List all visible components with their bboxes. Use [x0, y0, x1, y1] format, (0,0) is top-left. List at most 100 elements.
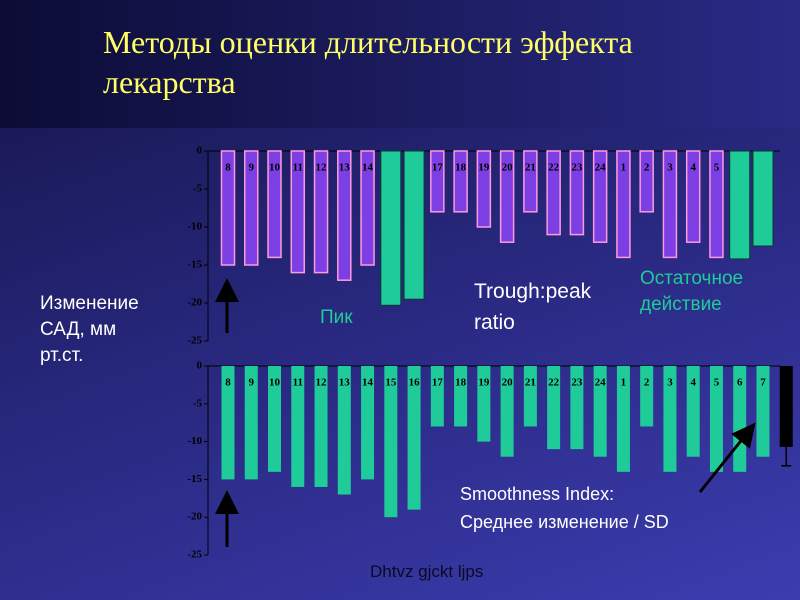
x-tick-label: 16 [409, 377, 421, 389]
x-tick-label: 10 [269, 162, 281, 174]
y-tick-label: -5 [193, 183, 203, 195]
bar [313, 150, 329, 274]
y-tick-label: -25 [187, 335, 202, 347]
bar [686, 366, 700, 457]
x-tick-label: 18 [455, 162, 467, 174]
x-tick-label: 17 [432, 162, 444, 174]
x-tick-label: 4 [690, 377, 696, 389]
bar [546, 150, 561, 236]
smoothness-line: Среднее изменение / SD [460, 512, 669, 532]
x-tick-label: 8 [225, 377, 231, 389]
y-label-line: рт.ст. [40, 345, 84, 366]
y-label: Изменение САД, мм рт.ст. [40, 291, 139, 369]
arrow [698, 422, 756, 493]
bar [244, 366, 258, 480]
x-tick-label: 24 [595, 162, 607, 174]
bar [290, 150, 306, 274]
x-tick-label: 5 [714, 377, 720, 389]
bar [499, 150, 515, 243]
x-tick-label: 9 [249, 162, 255, 174]
bar [523, 150, 538, 213]
bar [685, 150, 701, 243]
x-tick-label: 6 [737, 377, 743, 389]
x-tick-label: 2 [644, 162, 650, 174]
bar [569, 150, 585, 236]
x-tick-label: 20 [502, 377, 514, 389]
bar [244, 150, 259, 266]
bar [709, 366, 723, 472]
bar [640, 366, 654, 427]
y-label-line: САД, мм [40, 319, 117, 340]
smoothness-label: Smoothness Index: Среднее изменение / SD [460, 480, 669, 536]
bar [639, 150, 654, 213]
x-tick-label: 8 [225, 162, 231, 174]
bar [729, 150, 751, 260]
y-tick-label: -10 [187, 221, 202, 233]
bar [314, 366, 328, 487]
title-line: Методы оценки длительности эффекта [103, 24, 633, 60]
x-tick-label: 19 [478, 377, 490, 389]
y-tick-label: -15 [187, 259, 202, 271]
x-tick-label: 23 [571, 162, 583, 174]
bar [291, 366, 305, 487]
bar [407, 366, 421, 510]
bar [476, 150, 492, 228]
bar [453, 150, 468, 213]
x-label: Dhtvz gjckt ljps [370, 562, 484, 581]
bar [752, 150, 774, 247]
x-tick-label: 13 [339, 162, 351, 174]
x-tick-label: 22 [548, 377, 560, 389]
x-tick-label: 18 [455, 377, 467, 389]
bar [221, 366, 235, 480]
bar [361, 366, 375, 480]
x-tick-label: 22 [548, 162, 560, 174]
bar [616, 366, 630, 472]
residual-label: Остаточное действие [640, 266, 743, 318]
y-tick-label: -5 [193, 397, 203, 409]
bar [337, 366, 351, 495]
y-label-line: Изменение [40, 293, 139, 314]
bar [570, 366, 584, 450]
x-tick-label: 10 [269, 377, 281, 389]
trough-peak-line: ratio [474, 311, 515, 334]
x-tick-label: 5 [714, 162, 720, 174]
bar [454, 366, 468, 427]
bar [380, 150, 402, 306]
smoothness-line: Smoothness Index: [460, 484, 615, 504]
y-tick-label: -25 [187, 549, 202, 561]
bar [547, 366, 561, 450]
x-tick-label: 24 [595, 377, 607, 389]
x-tick-label: 13 [339, 377, 351, 389]
bar [477, 366, 491, 442]
bar [360, 150, 375, 266]
bar [430, 366, 444, 427]
y-tick-label: -15 [187, 473, 202, 485]
bar [756, 366, 770, 457]
x-tick-label: 14 [362, 162, 374, 174]
bar [220, 150, 236, 266]
x-tick-label: 11 [293, 162, 303, 174]
bar [523, 366, 537, 427]
bar [662, 150, 678, 259]
x-tick-label: 19 [478, 162, 490, 174]
x-tick-label: 4 [690, 162, 696, 174]
x-tick-label: 23 [571, 377, 583, 389]
x-tick-label: 7 [760, 377, 766, 389]
x-tick-label: 2 [644, 377, 650, 389]
title: Методы оценки длительности эффекта лекар… [103, 22, 633, 102]
bar [592, 150, 608, 243]
x-tick-label: 3 [667, 162, 673, 174]
bar [709, 150, 724, 259]
x-tick-label: 9 [249, 377, 255, 389]
bar [616, 150, 631, 259]
x-tick-label: 1 [621, 377, 627, 389]
bar [403, 150, 425, 300]
bar [267, 150, 282, 259]
bar [268, 366, 282, 472]
bar [779, 366, 793, 447]
y-tick-label: -20 [187, 511, 202, 523]
x-tick-label: 21 [525, 377, 536, 389]
x-tick-label: 15 [385, 377, 397, 389]
y-tick-label: -10 [187, 435, 202, 447]
title-line: лекарства [103, 64, 236, 100]
